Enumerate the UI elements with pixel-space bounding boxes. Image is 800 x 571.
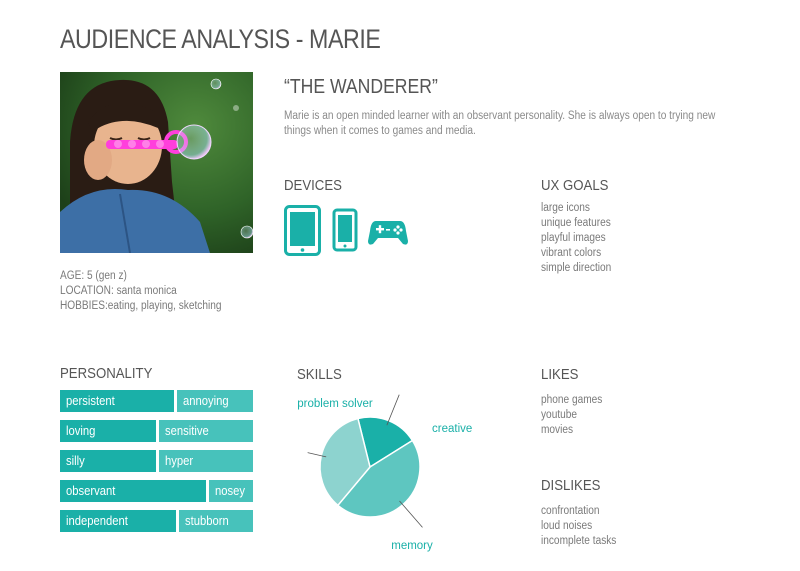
trait-chip: observant <box>60 480 206 502</box>
skills-heading: SKILLS <box>297 366 342 383</box>
dislikes-list: confrontation loud noises incomplete tas… <box>541 504 616 549</box>
profile-location: LOCATION: santa monica <box>60 285 177 297</box>
skills-pie-chart: creative memory problem solver <box>297 394 472 552</box>
list-item: movies <box>541 424 574 436</box>
list-item: phone games <box>541 394 603 406</box>
dislikes-heading: DISLIKES <box>541 477 601 494</box>
trait-chip: stubborn <box>179 510 253 532</box>
trait-chip: persistent <box>60 390 174 412</box>
profile-hobbies: HOBBIES:eating, playing, sketching <box>60 300 222 312</box>
pie-leader-line <box>307 452 327 458</box>
list-item: vibrant colors <box>541 247 602 259</box>
likes-heading: LIKES <box>541 366 579 383</box>
profile-info: AGE: 5 (gen z) LOCATION: santa monica HO… <box>60 269 221 314</box>
likes-list: phone games youtube movies <box>541 393 602 438</box>
list-item: loud noises <box>541 520 593 532</box>
devices-icons <box>284 205 414 257</box>
tablet-icon <box>284 205 321 256</box>
profile-age: AGE: 5 (gen z) <box>60 270 127 282</box>
smartphone-icon <box>332 208 358 252</box>
trait-chip: sensitive <box>159 420 253 442</box>
list-item: youtube <box>541 409 578 421</box>
pie-leader-line <box>399 500 423 528</box>
list-item: unique features <box>541 217 611 229</box>
list-item: large icons <box>541 202 590 214</box>
personality-grid: persistent annoying loving sensitive sil… <box>60 390 253 532</box>
ux-goals-list: large icons unique features playful imag… <box>541 201 611 276</box>
trait-chip: independent <box>60 510 176 532</box>
personality-heading: PERSONALITY <box>60 365 153 382</box>
gamepad-icon <box>368 221 408 245</box>
pie-label: creative <box>432 423 472 435</box>
page-title: AUDIENCE ANALYSIS - MARIE <box>60 24 381 54</box>
persona-description: Marie is an open minded learner with an … <box>284 110 716 137</box>
trait-chip: loving <box>60 420 156 442</box>
pie-leader-line <box>386 394 400 426</box>
list-item: simple direction <box>541 262 612 274</box>
devices-heading: DEVICES <box>284 177 342 194</box>
trait-chip: annoying <box>177 390 253 412</box>
ux-goals-heading: UX GOALS <box>541 177 609 194</box>
trait-chip: nosey <box>209 480 253 502</box>
pie-label: problem solver <box>297 398 373 410</box>
list-item: incomplete tasks <box>541 535 617 547</box>
persona-photo <box>60 72 253 253</box>
trait-chip: hyper <box>159 450 253 472</box>
persona-nickname: “THE WANDERER” <box>284 76 438 98</box>
list-item: confrontation <box>541 505 600 517</box>
list-item: playful images <box>541 232 606 244</box>
pie-label: memory <box>391 540 433 552</box>
trait-chip: silly <box>60 450 156 472</box>
